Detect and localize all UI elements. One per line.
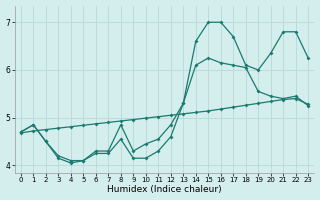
X-axis label: Humidex (Indice chaleur): Humidex (Indice chaleur) <box>107 185 222 194</box>
